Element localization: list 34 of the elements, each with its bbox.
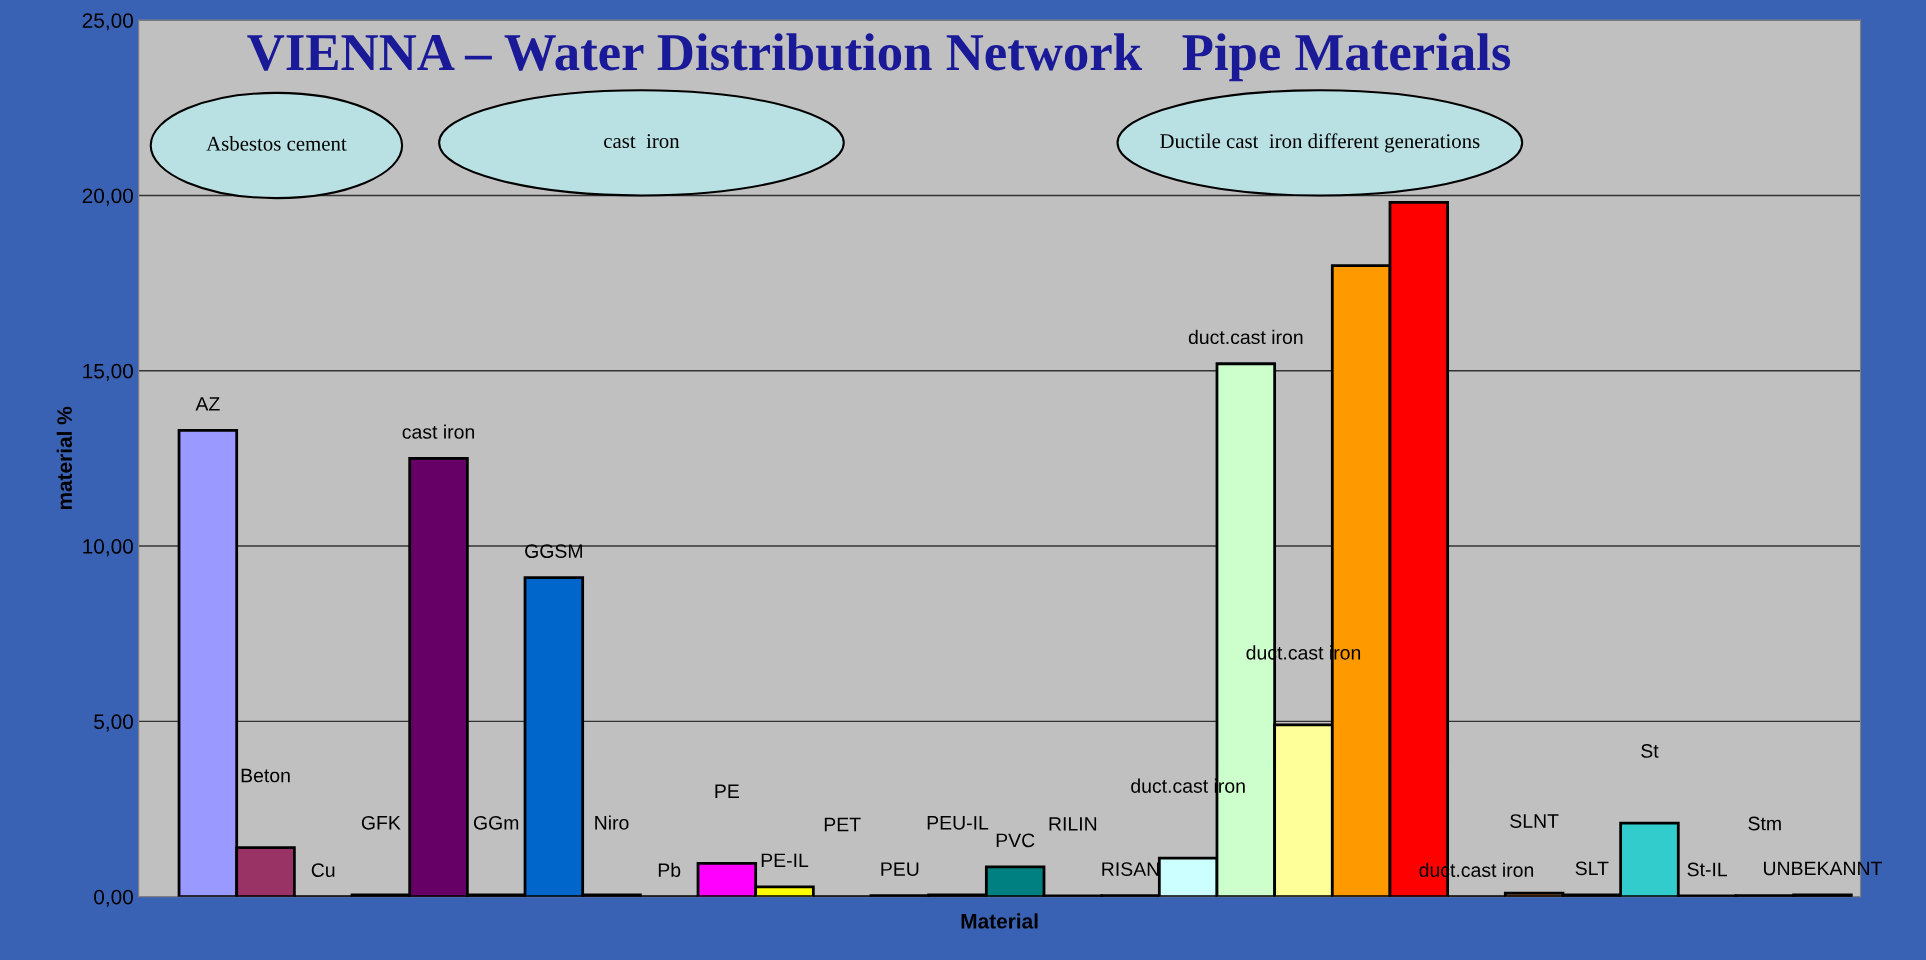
x-tick-label: GFK — [361, 815, 401, 830]
y-tick-label: 20,00 — [82, 188, 133, 206]
y-tick-label: 25,00 — [82, 13, 133, 31]
annotation: Ductile cast iron different generations — [1160, 133, 1480, 153]
x-tick-label: PEU — [881, 862, 919, 876]
y-tick-label: 10,00 — [83, 539, 133, 557]
x-tick-label: Pb — [658, 862, 681, 878]
x-tick-label: St-IL — [1687, 862, 1728, 877]
x-tick-label: PVC — [996, 833, 1035, 848]
y-tick-label: 5,00 — [94, 714, 133, 732]
x-tick-label: Niro — [595, 815, 629, 830]
x-axis-title: Material — [961, 913, 1038, 929]
x-tick-label: Cu — [311, 863, 335, 878]
chart-title: VIENNA – Water Distribution Network Pipe Materials — [247, 33, 1511, 82]
x-tick-label: Stm — [1748, 816, 1781, 831]
x-tick-label: SLT — [1575, 861, 1609, 876]
y-tick-label: 15,00 — [83, 363, 133, 381]
x-tick-label: duct.cast iron — [1188, 329, 1303, 345]
x-tick-label: GGm — [473, 815, 519, 830]
annotation: cast iron — [604, 134, 680, 149]
x-tick-label: RILIN — [1049, 817, 1097, 831]
x-tick-label: Beton — [241, 768, 290, 783]
annotation: Asbestos cement — [206, 136, 347, 151]
x-tick-label: RISAN — [1102, 862, 1159, 876]
x-tick-label: PEU-IL — [927, 816, 989, 830]
x-tick-label: AZ — [195, 397, 220, 411]
x-tick-label: PET — [824, 817, 861, 832]
x-tick-label: PE — [715, 784, 739, 798]
x-tick-label: St — [1641, 744, 1659, 758]
y-tick-label: 0,00 — [94, 889, 133, 907]
y-axis-title: material % — [56, 406, 73, 510]
x-tick-label: GGSM — [525, 544, 582, 558]
x-tick-label: SLNT — [1510, 814, 1559, 828]
x-tick-label: PE-IL — [761, 853, 809, 868]
